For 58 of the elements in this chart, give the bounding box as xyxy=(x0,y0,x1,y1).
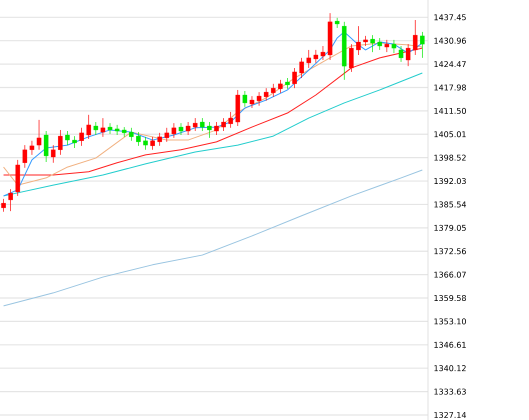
candlestick xyxy=(250,96,254,108)
candlestick xyxy=(36,120,42,150)
candlestick xyxy=(86,114,92,140)
candlestick xyxy=(192,118,198,132)
candlestick xyxy=(94,122,98,136)
candlestick xyxy=(22,144,28,168)
candlestick xyxy=(278,80,283,94)
candlestick xyxy=(398,46,404,62)
candlestick xyxy=(108,122,112,134)
candlestick xyxy=(157,132,162,146)
candlestick xyxy=(58,130,63,156)
candlestick xyxy=(270,83,276,98)
candlestick xyxy=(44,130,48,162)
line-series xyxy=(3,169,423,306)
candlestick xyxy=(30,140,34,156)
candlestick xyxy=(334,17,340,28)
candlestick xyxy=(292,68,297,88)
candlestick xyxy=(200,118,205,132)
candlestick xyxy=(349,44,354,72)
candlestick xyxy=(406,44,410,66)
candlestick xyxy=(377,38,382,50)
candlestick xyxy=(8,188,13,212)
candlestick xyxy=(136,132,141,146)
candlestick xyxy=(65,130,70,146)
candlestick xyxy=(256,92,262,106)
candlestick xyxy=(306,50,312,68)
candlestick xyxy=(214,122,219,136)
candlestick xyxy=(186,122,190,136)
candlestick xyxy=(264,88,268,102)
candlestick xyxy=(114,124,120,136)
candlestick xyxy=(242,90,248,108)
candlestick xyxy=(314,50,318,64)
candlestick xyxy=(150,136,155,150)
candlestick xyxy=(122,126,126,138)
candlestick xyxy=(370,34,375,52)
candlestick xyxy=(384,39,390,52)
candlestick xyxy=(412,20,418,56)
candlestick xyxy=(363,36,368,46)
candlestick xyxy=(207,122,212,138)
candlestick xyxy=(50,144,56,164)
candlestick xyxy=(100,118,106,138)
candlestick xyxy=(320,46,326,60)
candlestick xyxy=(221,118,226,132)
candlestick xyxy=(420,32,425,58)
candlestick xyxy=(172,122,176,138)
candlestick xyxy=(1,198,6,212)
candlestick xyxy=(72,136,77,148)
candlestick xyxy=(285,78,290,90)
candlestick xyxy=(228,112,233,128)
line-series xyxy=(3,72,423,196)
candlestick xyxy=(79,127,84,146)
candlestick xyxy=(164,127,170,142)
candlestick xyxy=(129,127,134,142)
candlestick xyxy=(392,39,396,54)
candlestick xyxy=(178,122,184,136)
candlestick xyxy=(143,136,148,150)
candlestick xyxy=(299,58,304,78)
candlestick xyxy=(356,26,361,56)
